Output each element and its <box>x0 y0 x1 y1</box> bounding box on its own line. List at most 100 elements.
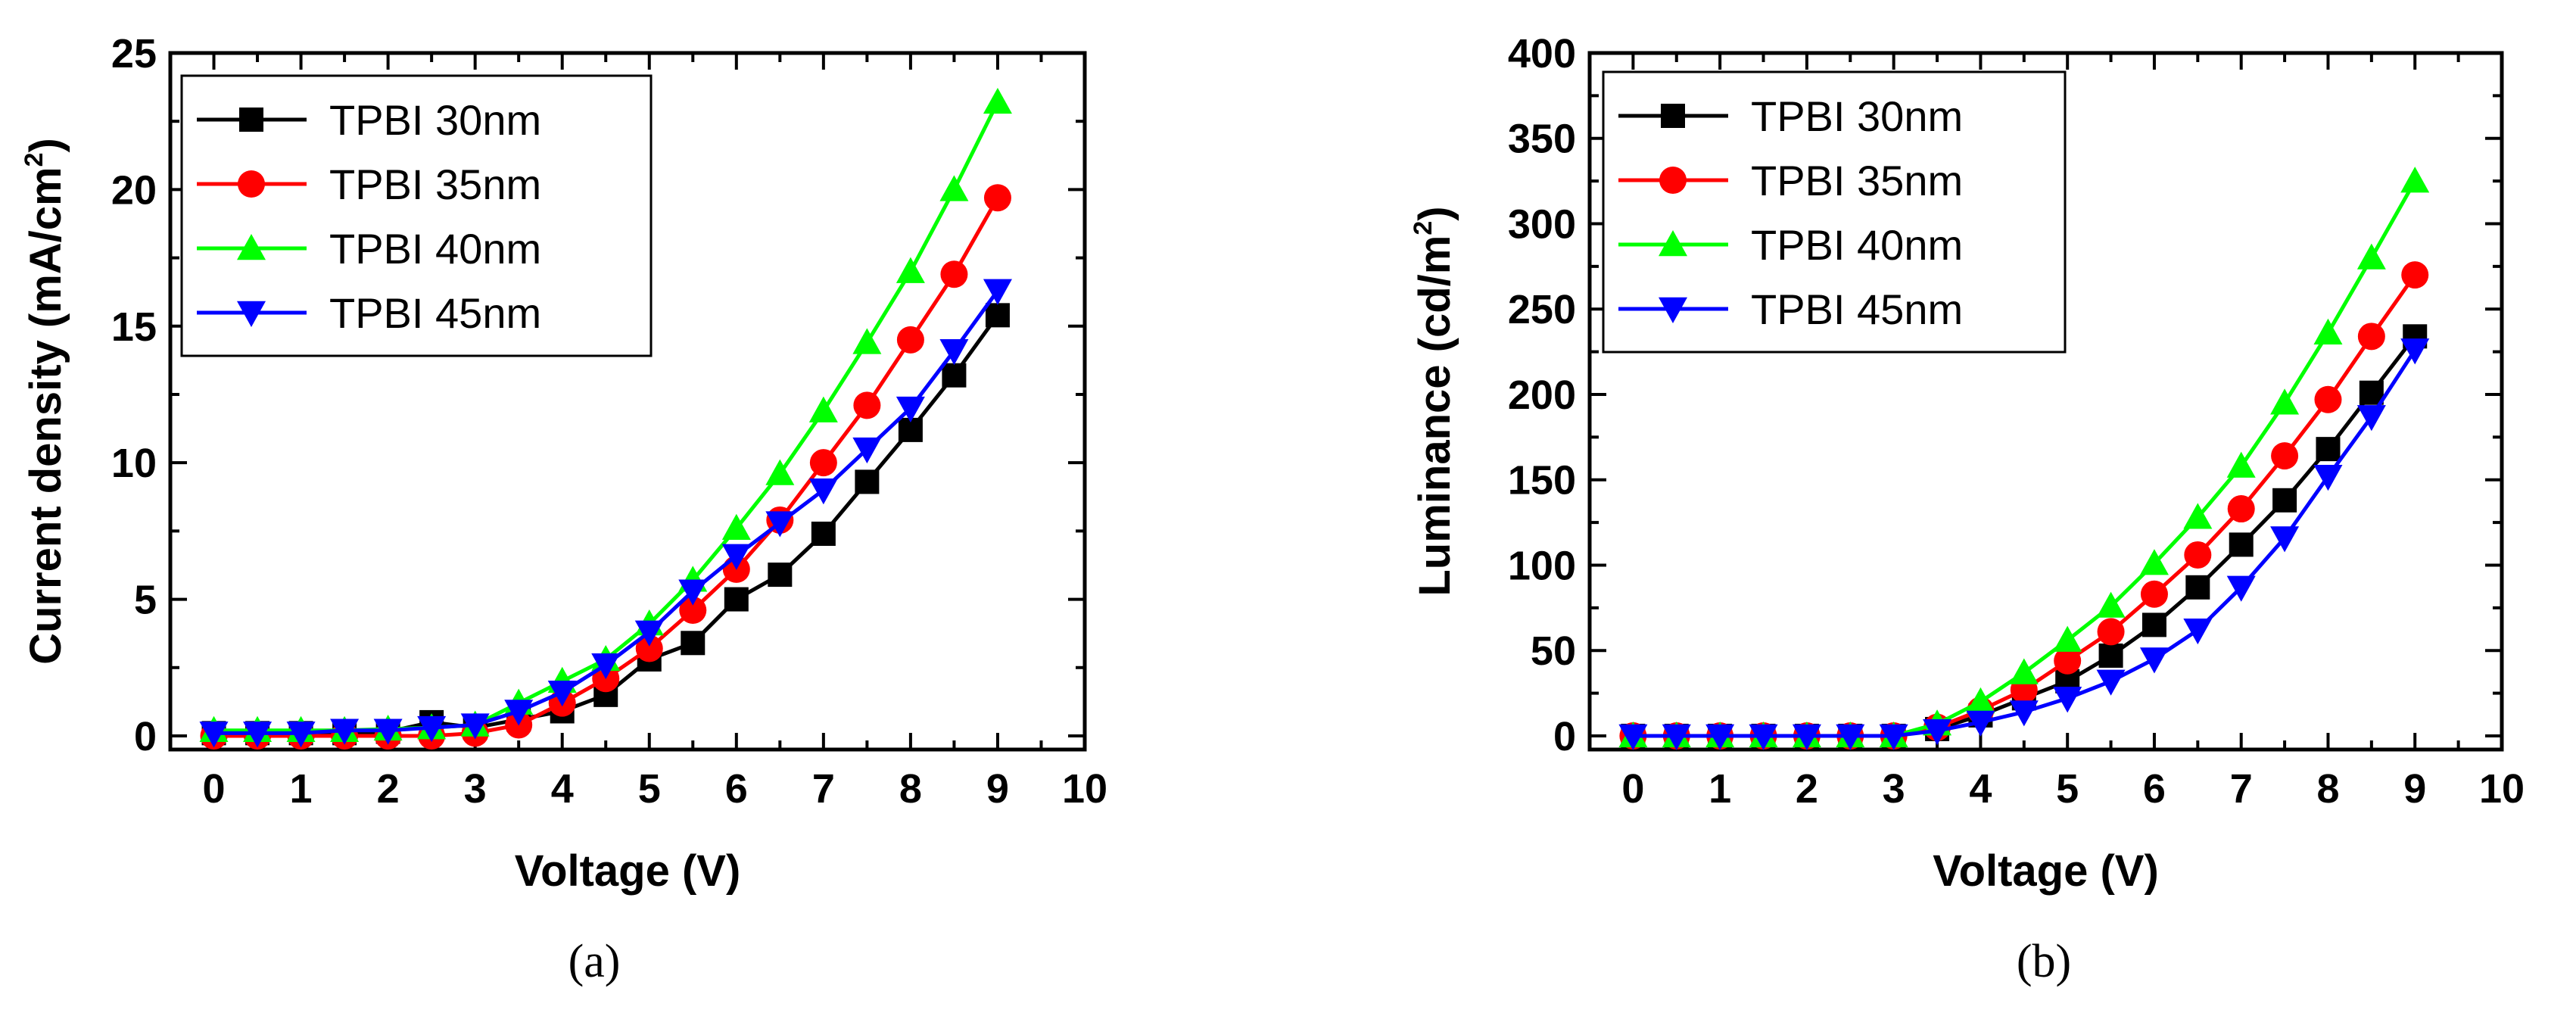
x-tick-label: 4 <box>551 766 574 812</box>
x-tick-label: 6 <box>2143 766 2166 812</box>
data-point <box>939 339 969 366</box>
y-axis-title-close: ) <box>1410 206 1459 220</box>
data-point <box>1836 724 1865 750</box>
legend: TPBI 30nm TPBI 35nm TPBI 40nm TPBI 45nm <box>180 74 653 357</box>
data-point <box>852 437 882 464</box>
data-point <box>1705 724 1735 750</box>
data-point <box>721 513 751 540</box>
data-point <box>1966 687 1995 714</box>
y-axis-title-main: Current density (mA/cm <box>21 167 70 664</box>
legend-label: TPBI 45nm <box>1751 285 1963 333</box>
x-tick-label: 0 <box>1621 766 1644 812</box>
legend-marker <box>237 301 266 327</box>
legend-label: TPBI 40nm <box>329 225 541 273</box>
data-point <box>2356 405 2386 432</box>
y-tick-label: 25 <box>111 31 157 76</box>
data-point <box>1749 724 1778 750</box>
data-point <box>2400 338 2430 365</box>
data-point <box>2313 465 2343 491</box>
data-point <box>2271 442 2299 470</box>
x-tick-label: 0 <box>203 766 226 812</box>
data-point <box>765 511 795 538</box>
data-point <box>983 184 1011 212</box>
y-axis-title: Luminance (cd/m2) <box>1409 206 1459 596</box>
legend-marker <box>1659 230 1687 257</box>
y-tick-label: 200 <box>1508 372 1576 418</box>
data-point <box>2400 167 2430 193</box>
y-tick-label: 150 <box>1508 458 1576 503</box>
data-point <box>896 257 925 283</box>
data-point <box>942 363 967 388</box>
data-point <box>2184 541 2212 569</box>
y-tick-label: 300 <box>1508 201 1576 247</box>
data-point <box>2054 647 2082 675</box>
figure-caption: (a) <box>568 936 621 987</box>
x-tick-label: 3 <box>1883 766 1905 812</box>
data-point <box>983 279 1012 305</box>
x-axis-title: Voltage (V) <box>515 846 741 896</box>
legend-marker <box>1661 104 1685 128</box>
y-axis-title-close: ) <box>21 138 70 152</box>
data-point <box>1792 724 1821 750</box>
x-tick-label: 2 <box>1796 766 1818 812</box>
figure-caption: (b) <box>2017 936 2071 987</box>
data-point <box>373 718 403 745</box>
data-point <box>768 563 793 588</box>
x-tick-label: 7 <box>812 766 835 812</box>
data-point <box>1966 710 1995 737</box>
x-tick-label: 8 <box>899 766 922 812</box>
y-axis-title-superscript: 2 <box>20 152 48 167</box>
data-point <box>853 391 881 419</box>
data-point <box>2229 532 2254 557</box>
y-tick-label: 50 <box>1531 628 1576 674</box>
data-point <box>2139 647 2169 674</box>
x-tick-label: 2 <box>377 766 400 812</box>
data-point <box>2270 526 2300 553</box>
data-point <box>940 260 968 288</box>
y-tick-label: 400 <box>1508 31 1576 76</box>
data-point <box>1879 724 1908 750</box>
x-tick-label: 10 <box>1062 766 1107 812</box>
y-tick-label: 10 <box>111 441 157 486</box>
x-tick-label: 10 <box>2479 766 2525 812</box>
data-point <box>591 653 621 680</box>
legend-label: TPBI 35nm <box>329 161 541 208</box>
y-tick-label: 15 <box>111 304 157 350</box>
data-point <box>679 597 707 624</box>
legend-label: TPBI 30nm <box>329 96 541 144</box>
data-point <box>2053 625 2082 652</box>
data-point <box>896 396 925 423</box>
plot-frame <box>168 51 1087 752</box>
data-point <box>985 303 1010 328</box>
data-point <box>1662 724 1691 750</box>
data-point <box>1923 718 1952 746</box>
x-tick-label: 8 <box>2316 766 2339 812</box>
data-point <box>678 579 708 606</box>
data-point <box>2141 612 2166 637</box>
legend-label: TPBI 45nm <box>329 289 541 337</box>
x-tick-label: 9 <box>2403 766 2426 812</box>
data-point <box>2227 495 2255 523</box>
y-tick-label: 350 <box>1508 117 1576 162</box>
data-point <box>243 722 273 748</box>
data-point <box>504 700 534 726</box>
data-point <box>2185 575 2210 600</box>
legend-label: TPBI 30nm <box>1751 92 1963 140</box>
y-tick-label: 0 <box>134 714 157 759</box>
data-point <box>460 713 490 740</box>
data-point <box>2139 549 2169 575</box>
y-axis: 0 5 10 15 20 25 <box>111 31 1085 759</box>
chart-luminance: 0 1 2 3 4 5 6 7 8 9 10050100150200250300350400Volt… <box>1409 31 2525 987</box>
data-point <box>2009 700 2039 727</box>
x-tick-label: 4 <box>1969 766 1992 812</box>
y-axis: 0 50 100 150 200 250 300 350 400 <box>1508 31 2502 759</box>
plot-frame <box>1587 51 2504 752</box>
data-point <box>2140 580 2168 608</box>
x-tick-label: 9 <box>986 766 1009 812</box>
data-point <box>939 175 969 201</box>
data-point <box>2097 618 2125 646</box>
series-tpbi-45nm <box>1618 338 2430 750</box>
legend-label: TPBI 40nm <box>1751 221 1963 269</box>
y-axis-title-main: Luminance (cd/m <box>1410 235 1459 597</box>
data-point <box>2098 643 2123 668</box>
